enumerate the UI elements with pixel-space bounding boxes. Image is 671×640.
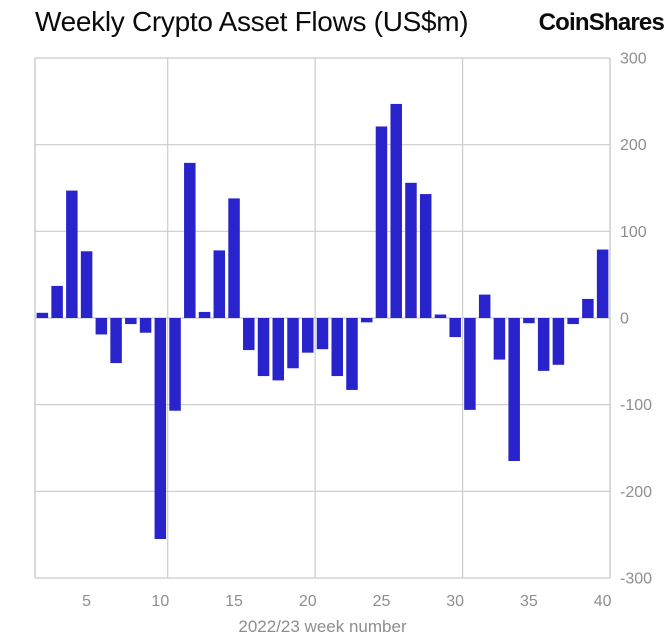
y-tick-label-100: 100 [620,224,647,241]
chart-title: Weekly Crypto Asset Flows (US$m) [35,6,469,37]
x-tick-label-5: 5 [82,593,91,610]
bar-week-28 [419,194,432,318]
bar-week-18 [272,318,285,381]
bar-week-9 [139,318,152,333]
bar-week-40 [596,249,609,318]
x-tick-label-40: 40 [594,593,612,610]
x-tick-label-30: 30 [446,593,464,610]
bar-week-3 [51,285,63,318]
bar-week-31 [464,318,476,410]
bar-week-4 [66,190,78,318]
x-axis-title: 2022/23 week number [238,617,407,636]
bar-week-38 [567,318,579,325]
bar-week-11 [169,318,181,411]
bar-week-10 [154,318,167,539]
y-tick-label--300: -300 [620,571,652,588]
y-tick-label--100: -100 [620,397,652,414]
bar-week-32 [478,294,491,318]
x-tick-label-25: 25 [373,593,391,610]
bar-week-5 [80,251,93,318]
bar-week-2 [36,312,49,318]
bar-week-21 [316,318,329,350]
bar-week-7 [110,318,122,364]
bar-week-6 [95,318,108,335]
coinshares-logo: CoinShares [538,9,665,36]
y-tick-label-300: 300 [620,51,647,68]
x-tick-label-35: 35 [520,593,538,610]
bar-week-8 [125,318,137,325]
bar-week-37 [552,318,565,365]
y-tick-label-200: 200 [620,137,647,154]
bar-week-23 [346,318,358,390]
bar-week-15 [228,198,240,318]
x-tick-label-15: 15 [225,593,243,610]
bar-week-30 [449,318,461,338]
chart-header: Weekly Crypto Asset Flows (US$m) CoinSha… [0,0,671,48]
y-tick-label--200: -200 [620,484,652,501]
bar-week-19 [287,318,299,369]
bar-week-36 [537,318,550,371]
bar-week-20 [302,318,314,353]
bar-week-12 [184,162,196,318]
bar-week-22 [331,318,343,377]
bar-week-14 [213,250,226,318]
bar-week-13 [198,311,211,318]
bar-week-29 [434,314,447,318]
bar-week-17 [257,318,270,377]
bar-week-35 [523,318,535,324]
y-tick-label-0: 0 [620,311,629,328]
bar-week-26 [390,103,402,318]
bar-week-25 [375,126,388,318]
x-tick-label-10: 10 [151,593,169,610]
bar-week-39 [582,298,594,318]
bar-week-27 [405,182,417,318]
bar-week-33 [493,318,506,360]
bar-week-24 [360,318,373,323]
bar-week-34 [508,318,520,461]
x-tick-label-20: 20 [299,593,317,610]
bar-week-16 [243,318,255,351]
